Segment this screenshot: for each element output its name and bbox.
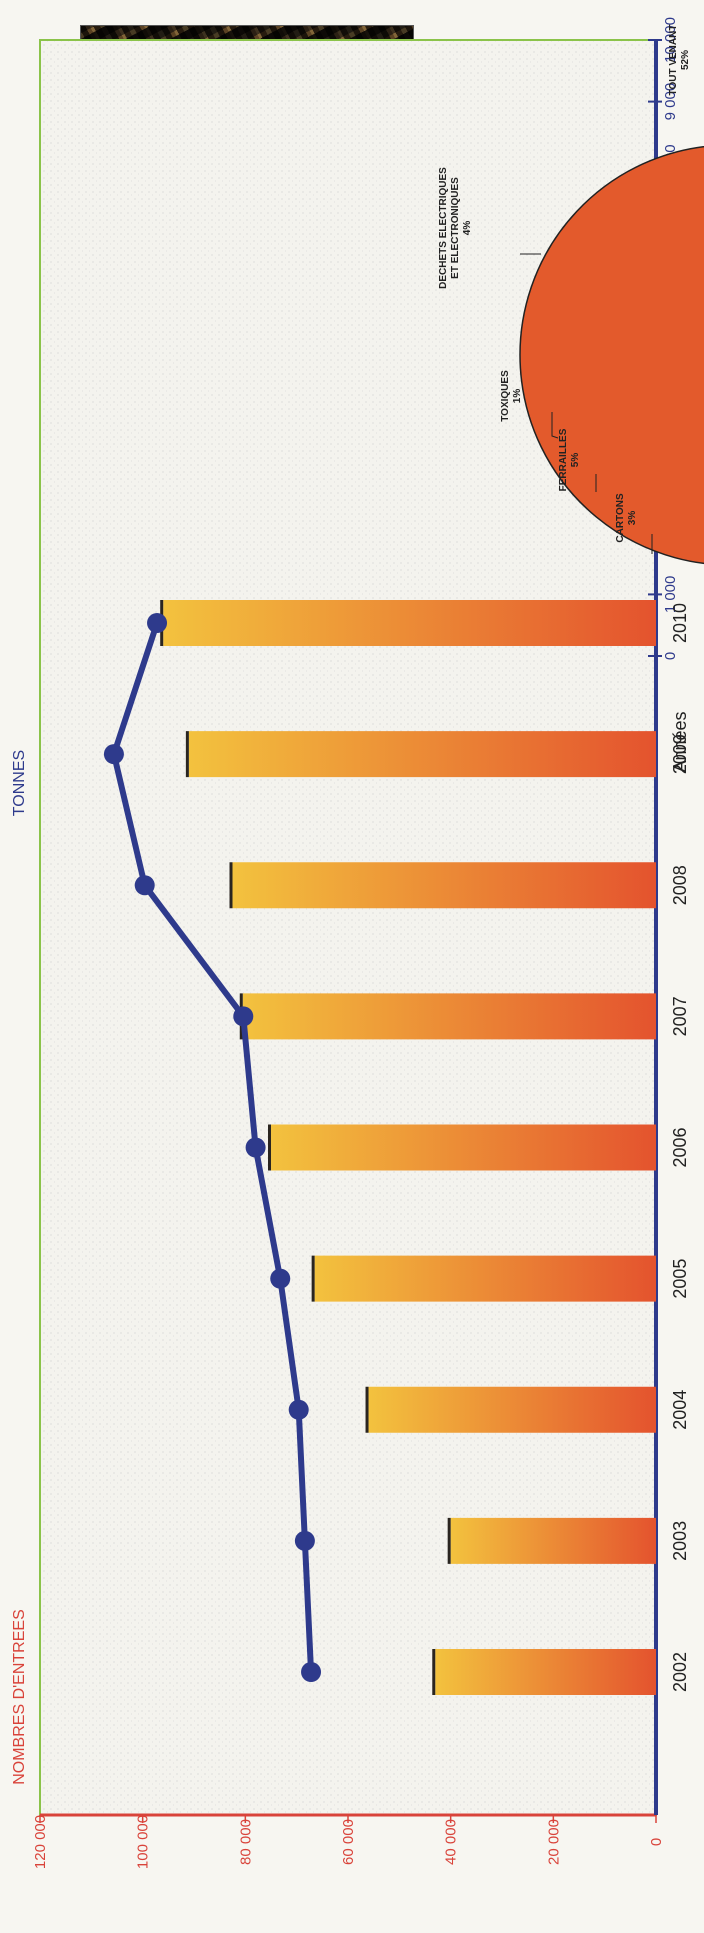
bar-edge (185, 731, 189, 778)
bar-edge (447, 1517, 451, 1564)
pie-slice (519, 145, 704, 565)
bar-edge (229, 862, 233, 909)
right-axis-title: TONNES (11, 750, 28, 816)
category-label: 2003 (670, 1521, 690, 1561)
line-point (270, 1268, 291, 1289)
pie-label: CARTONS (615, 493, 626, 543)
pie-label: FERRAILLES (558, 428, 569, 491)
bar (242, 993, 656, 1040)
category-label: 2005 (670, 1259, 690, 1299)
pie-percent: 4% (462, 221, 473, 236)
line-point (103, 744, 124, 765)
category-label: 2009 (670, 734, 690, 774)
left-axis-tick-label: 20 000 (545, 1819, 562, 1865)
category-label: 2006 (670, 1127, 690, 1167)
line-point (294, 1530, 315, 1551)
line-point (245, 1137, 266, 1158)
left-axis-tick-label: 0 (648, 1838, 665, 1846)
pie-label: ET ELECTRONIQUES (450, 177, 461, 279)
bar (435, 1649, 656, 1695)
left-axis-tick-label: 80 000 (237, 1819, 254, 1865)
pie-label: TOUT VENANT (668, 25, 679, 96)
category-label: 2004 (670, 1390, 690, 1430)
bar (271, 1124, 656, 1171)
left-axis-tick-label: 100 000 (135, 1815, 152, 1869)
x-axis-title: Années (670, 711, 690, 772)
bar (450, 1517, 656, 1564)
left-axis-tick-label: 40 000 (443, 1819, 460, 1865)
bar-edge (432, 1649, 436, 1695)
bar-edge (268, 1124, 271, 1171)
category-label: 2010 (670, 603, 690, 643)
category-label: 2007 (670, 996, 690, 1036)
right-axis-tick-label: 10 000 (662, 17, 679, 63)
bar (188, 731, 656, 778)
line-point (147, 613, 168, 633)
bar-edge (311, 1255, 315, 1302)
right-axis-tick-label: 1 000 (662, 576, 679, 614)
line-point (301, 1662, 322, 1682)
right-axis-tick-label: 0 (662, 652, 679, 660)
right-axis-tick-label: 9 000 (662, 83, 679, 121)
pie-label: DECHETS ELECTRIQUES (438, 167, 449, 289)
left-axis-tick-label: 60 000 (340, 1819, 357, 1865)
bar-edge (365, 1386, 369, 1433)
line-point (134, 875, 155, 896)
line-point (288, 1399, 309, 1420)
pie-percent: 5% (570, 453, 581, 468)
bar (314, 1255, 656, 1302)
pie-percent: 1% (512, 389, 523, 404)
line-point (233, 1006, 254, 1027)
category-label: 2008 (670, 865, 690, 905)
bar (232, 862, 656, 909)
bar (163, 600, 656, 646)
pie-percent: 52% (680, 50, 691, 70)
left-axis-title: NOMBRES D'ENTREES (11, 1609, 28, 1785)
category-label: 2002 (670, 1652, 690, 1692)
pie-label: TOXIQUES (500, 370, 511, 422)
pie-percent: 3% (627, 511, 638, 526)
pie-leader-line (551, 412, 559, 439)
left-axis-tick-label: 120 000 (32, 1815, 49, 1869)
pie-chart: TOUT VENANT 52% DECHETS ELECTRIQUES ET ELEC… (438, 25, 704, 565)
bar (368, 1386, 656, 1433)
